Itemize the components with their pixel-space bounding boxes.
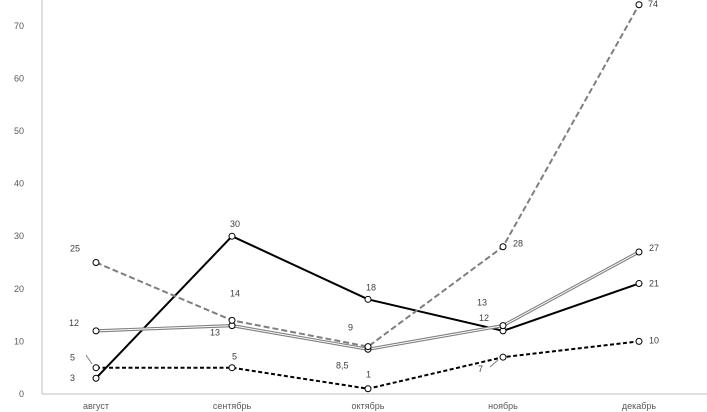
- data-label: 5: [70, 353, 75, 363]
- data-label: 8,5: [336, 360, 349, 370]
- y-tick-label: 60: [14, 73, 24, 83]
- data-label: 10: [649, 335, 659, 345]
- data-point-marker: [228, 364, 236, 372]
- data-point-marker: [364, 343, 372, 351]
- data-label: 12: [479, 313, 489, 323]
- data-label: 25: [70, 244, 80, 254]
- data-labels: 3 30 18 12 21 12 13 8,5 13 27 25 14 9 28 74 5 5 1 7 10: [69, 0, 659, 383]
- x-tick-label: октябрь: [352, 401, 385, 411]
- data-point-marker: [499, 243, 507, 251]
- data-point-marker: [635, 337, 643, 345]
- data-point-marker: [92, 364, 100, 372]
- data-label: 3: [70, 373, 75, 383]
- data-point-marker: [92, 327, 100, 335]
- data-label: 9: [348, 323, 353, 333]
- data-point-marker: [499, 322, 507, 330]
- leader-line: [489, 359, 499, 368]
- y-tick-label: 70: [14, 21, 24, 31]
- series-lines: [95, 4, 640, 390]
- data-label: 74: [648, 0, 658, 9]
- data-label: 13: [477, 298, 487, 308]
- data-point-marker: [635, 280, 643, 288]
- data-point-marker: [228, 316, 236, 324]
- y-tick-label: 40: [14, 179, 24, 189]
- data-label: 5: [232, 352, 237, 362]
- data-label: 28: [513, 239, 523, 249]
- data-label: 30: [230, 219, 240, 229]
- data-label: 27: [649, 243, 659, 253]
- data-point-marker: [364, 385, 372, 393]
- series-line: [95, 234, 640, 379]
- y-tick-label: 10: [14, 336, 24, 346]
- x-tick-label: декабрь: [622, 401, 657, 411]
- data-point-marker: [364, 295, 372, 303]
- data-label: 21: [649, 279, 659, 289]
- series-points: [92, 1, 643, 393]
- data-point-marker: [92, 374, 100, 382]
- data-point-marker: [228, 232, 236, 240]
- y-tick-label: 0: [19, 389, 24, 399]
- data-point-marker: [92, 259, 100, 266]
- x-tick-label: сентябрь: [213, 401, 252, 411]
- data-point-marker: [499, 353, 507, 361]
- data-label: 1: [366, 370, 371, 380]
- y-tick-label: 30: [14, 231, 24, 241]
- data-point-marker: [635, 1, 643, 9]
- y-tick-label: 50: [14, 126, 24, 136]
- data-label: 7: [478, 364, 483, 374]
- data-label: 14: [230, 288, 240, 298]
- data-point-marker: [635, 248, 643, 256]
- data-label: 18: [366, 282, 376, 292]
- data-label: 13: [210, 328, 220, 338]
- x-tick-label: август: [83, 401, 109, 411]
- x-tick-label: ноябрь: [488, 401, 518, 411]
- leader-line: [85, 354, 93, 365]
- x-tick-labels: август сентябрь октябрь ноябрь декабрь: [83, 401, 656, 411]
- y-tick-labels: 0 10 20 30 40 50 60 70: [14, 21, 24, 399]
- data-label: 12: [69, 318, 79, 328]
- y-tick-label: 20: [14, 284, 24, 294]
